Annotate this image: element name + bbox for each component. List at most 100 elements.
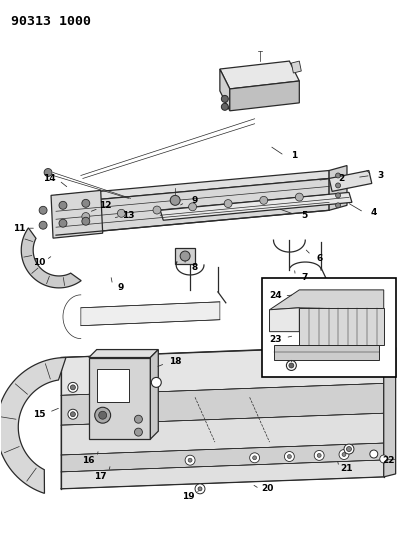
Circle shape xyxy=(335,203,340,208)
Circle shape xyxy=(335,183,340,188)
Polygon shape xyxy=(383,345,395,477)
Circle shape xyxy=(117,209,125,217)
Circle shape xyxy=(82,213,89,221)
Circle shape xyxy=(184,455,194,465)
Circle shape xyxy=(44,168,52,176)
Text: 1: 1 xyxy=(290,151,297,160)
Polygon shape xyxy=(61,345,388,360)
Polygon shape xyxy=(291,61,301,73)
Circle shape xyxy=(59,219,67,227)
Polygon shape xyxy=(150,350,158,439)
Text: 21: 21 xyxy=(340,464,352,473)
Circle shape xyxy=(284,451,294,462)
Circle shape xyxy=(39,221,47,229)
Polygon shape xyxy=(229,81,299,111)
Circle shape xyxy=(335,193,340,198)
Polygon shape xyxy=(61,413,383,455)
Text: 4: 4 xyxy=(370,208,376,217)
Circle shape xyxy=(249,453,259,463)
Circle shape xyxy=(82,199,89,207)
Circle shape xyxy=(286,360,296,370)
Circle shape xyxy=(180,251,190,261)
Circle shape xyxy=(70,411,75,417)
Text: 9: 9 xyxy=(191,196,198,205)
Text: 9: 9 xyxy=(117,284,124,293)
Text: 23: 23 xyxy=(269,335,281,344)
Text: 5: 5 xyxy=(300,211,307,220)
Bar xyxy=(261,278,395,377)
Text: 15: 15 xyxy=(33,410,45,419)
Circle shape xyxy=(369,450,377,458)
Polygon shape xyxy=(51,190,102,238)
Circle shape xyxy=(134,415,142,423)
Polygon shape xyxy=(89,350,158,358)
Circle shape xyxy=(59,201,67,209)
Circle shape xyxy=(188,203,196,211)
Text: 11: 11 xyxy=(13,224,25,233)
Circle shape xyxy=(198,487,201,491)
Polygon shape xyxy=(269,308,299,332)
Circle shape xyxy=(346,447,350,451)
Polygon shape xyxy=(160,192,351,220)
Circle shape xyxy=(259,196,267,204)
Text: 2: 2 xyxy=(337,174,343,183)
Text: 7: 7 xyxy=(300,273,307,282)
Circle shape xyxy=(295,193,302,201)
Circle shape xyxy=(188,458,192,462)
Text: 3: 3 xyxy=(377,171,383,180)
Text: 6: 6 xyxy=(315,254,322,263)
Circle shape xyxy=(338,449,348,459)
Circle shape xyxy=(170,196,180,205)
Circle shape xyxy=(82,217,89,225)
Circle shape xyxy=(95,407,110,423)
Text: 8: 8 xyxy=(191,263,198,272)
Polygon shape xyxy=(61,460,383,489)
Polygon shape xyxy=(61,443,383,472)
Text: 24: 24 xyxy=(269,292,281,301)
Circle shape xyxy=(343,444,353,454)
Text: 13: 13 xyxy=(122,211,134,220)
Polygon shape xyxy=(61,345,383,395)
Polygon shape xyxy=(219,69,229,111)
Text: 19: 19 xyxy=(181,492,194,502)
Polygon shape xyxy=(61,383,383,425)
Circle shape xyxy=(224,199,231,207)
Circle shape xyxy=(68,409,78,419)
Text: 22: 22 xyxy=(381,456,394,465)
Text: 20: 20 xyxy=(261,484,273,494)
Circle shape xyxy=(252,456,256,460)
Polygon shape xyxy=(175,248,194,264)
Polygon shape xyxy=(56,171,328,203)
Text: 18: 18 xyxy=(168,357,181,366)
Polygon shape xyxy=(269,290,383,310)
Circle shape xyxy=(316,454,320,457)
Polygon shape xyxy=(328,171,371,191)
Circle shape xyxy=(341,453,345,456)
Circle shape xyxy=(288,363,293,368)
Polygon shape xyxy=(97,369,128,402)
Text: 17: 17 xyxy=(94,472,107,481)
Circle shape xyxy=(221,95,228,102)
Circle shape xyxy=(221,103,228,110)
Polygon shape xyxy=(274,345,378,360)
Polygon shape xyxy=(219,61,299,89)
Text: 12: 12 xyxy=(99,201,111,210)
Polygon shape xyxy=(21,228,81,288)
Circle shape xyxy=(335,173,340,178)
Circle shape xyxy=(379,455,387,463)
Circle shape xyxy=(314,450,323,461)
Text: 16: 16 xyxy=(82,456,95,465)
Text: 90313 1000: 90313 1000 xyxy=(11,15,91,28)
Circle shape xyxy=(134,428,142,436)
Circle shape xyxy=(287,455,291,458)
Polygon shape xyxy=(0,358,66,494)
Circle shape xyxy=(99,411,106,419)
Circle shape xyxy=(68,382,78,392)
Circle shape xyxy=(153,206,160,214)
Polygon shape xyxy=(89,358,150,439)
Circle shape xyxy=(70,385,75,390)
Polygon shape xyxy=(56,179,328,235)
Polygon shape xyxy=(328,166,346,211)
Polygon shape xyxy=(81,302,219,326)
Circle shape xyxy=(194,484,205,494)
